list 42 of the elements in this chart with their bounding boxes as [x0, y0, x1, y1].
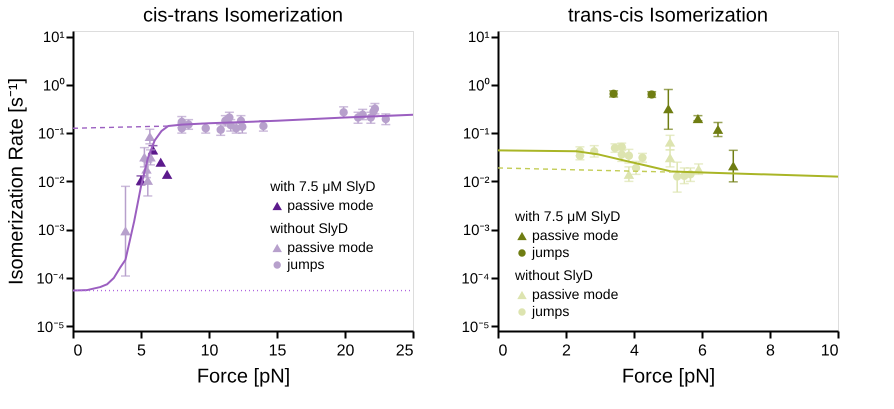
x-axis-title: Force [pN]: [622, 366, 716, 388]
legend-label: passive mode: [287, 197, 374, 213]
annotation: without SlyD: [269, 220, 348, 236]
y-axis-title: Isomerization Rate [s⁻¹]: [5, 78, 28, 286]
x-tick-label: 5: [137, 342, 146, 360]
y-tick-label: 10⁻²: [38, 174, 64, 191]
annotation: without SlyD: [514, 267, 593, 283]
legend-label: passive mode: [287, 239, 374, 255]
y-tick-label: 10⁻¹: [462, 126, 490, 143]
annotation: with 7.5 μM SlyD: [514, 208, 620, 224]
y-tick-label: 10⁻²: [462, 174, 490, 191]
x-tick-label: 10: [200, 342, 218, 360]
y-tick-label: 10⁻¹: [38, 126, 64, 143]
x-tick-label: 4: [630, 342, 640, 360]
y-tick-label: 10⁻⁵: [36, 318, 64, 336]
y-tick-label: 10⁻³: [462, 222, 490, 240]
x-tick-label: 0: [498, 342, 508, 360]
y-tick-label: 10⁻⁵: [462, 318, 490, 336]
chart-title: cis-trans Isomerization: [142, 4, 344, 27]
x-tick-label: 15: [268, 342, 286, 360]
annotation: with 7.5 μM SlyD: [269, 178, 376, 194]
legend-label: jumps: [286, 256, 325, 272]
x-tick-label: 20: [336, 342, 354, 360]
legend-label: jumps: [531, 303, 570, 319]
x-tick-label: 10: [820, 342, 839, 360]
x-tick-label: 6: [698, 342, 708, 360]
y-tick-label: 10⁻⁴: [36, 270, 64, 288]
x-axis-title: Force [pN]: [196, 366, 290, 388]
x-tick-label: 0: [74, 342, 82, 360]
y-tick-label: 10¹: [468, 29, 490, 46]
x-tick-label: 2: [562, 342, 572, 360]
y-tick-label: 10⁰: [42, 77, 64, 94]
legend-label: jumps: [531, 244, 570, 260]
x-tick-label: 8: [766, 342, 776, 360]
y-tick-label: 10⁻³: [38, 222, 64, 240]
y-tick-label: 10⁰: [468, 77, 490, 94]
legend-label: passive mode: [532, 286, 619, 302]
y-tick-label: 10⁻⁴: [461, 270, 490, 288]
x-tick-label: 25: [396, 342, 414, 360]
y-tick-label: 10¹: [42, 29, 64, 46]
chart-title: trans-cis Isomerization: [568, 4, 768, 27]
legend-label: passive mode: [532, 227, 619, 243]
